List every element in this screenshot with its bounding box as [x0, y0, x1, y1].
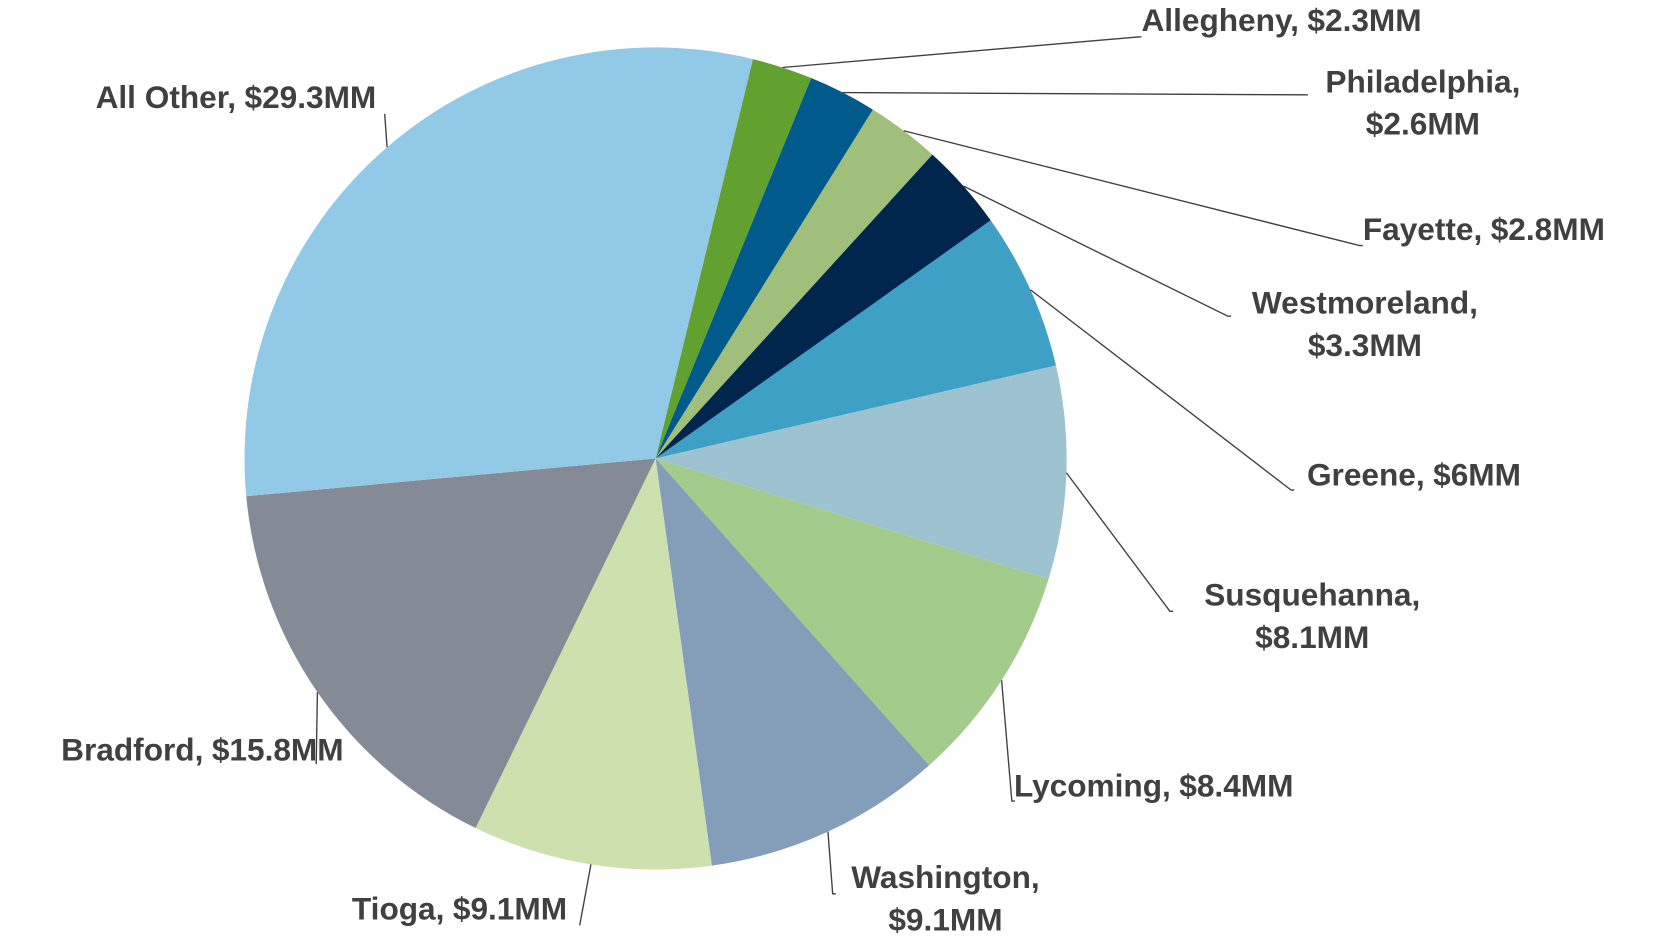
leader-line — [963, 185, 1232, 317]
data-label: All Other, $29.3MM — [96, 79, 377, 115]
pie-slice — [475, 458, 712, 870]
label-category: Philadelphia, — [1325, 64, 1520, 100]
pie-slice — [655, 59, 812, 459]
label-value: $8.1MM — [1255, 619, 1369, 655]
leader-line — [903, 130, 1363, 247]
label-value: $3.3MM — [1308, 327, 1422, 363]
label-value: $29.3MM — [245, 79, 377, 115]
pie-slice — [655, 220, 1056, 459]
label-category: Fayette, — [1363, 211, 1482, 247]
label-value: $2.3MM — [1307, 3, 1421, 39]
data-label: Greene, $6MM — [1307, 457, 1521, 493]
data-label: Philadelphia, $2.6MM — [1325, 64, 1520, 142]
leader-line — [842, 91, 1309, 96]
label-value: $15.8MM — [212, 732, 344, 768]
label-category: Westmoreland, — [1252, 285, 1478, 321]
pie-slice — [246, 458, 656, 829]
data-label: Washington, $9.1MM — [851, 859, 1039, 937]
label-category: Tioga, — [352, 891, 445, 927]
label-category: Washington, — [851, 859, 1039, 895]
pie-slice — [655, 78, 873, 459]
data-label: Lycoming, $8.4MM — [1014, 768, 1294, 804]
label-value: $2.6MM — [1366, 106, 1480, 142]
label-value: $9.1MM — [888, 902, 1002, 938]
label-category: Susquehanna, — [1204, 577, 1420, 613]
label-category: All Other, — [96, 79, 237, 115]
pie-slice — [244, 47, 753, 497]
leader-line — [1065, 472, 1174, 613]
pie-slice — [655, 458, 930, 866]
leader-line — [384, 113, 388, 148]
data-label: Tioga, $9.1MM — [352, 891, 567, 927]
leader-line — [1030, 289, 1295, 491]
leader-line — [827, 831, 836, 895]
pie-plot: Allegheny, $2.3MM Philadelphia, $2.6MM Fayet… — [61, 3, 1605, 938]
pie-slice — [655, 365, 1067, 579]
data-label: Allegheny, $2.3MM — [1141, 3, 1421, 39]
data-label: Bradford, $15.8MM — [61, 732, 343, 768]
leader-line — [579, 864, 592, 926]
pie-slice — [655, 154, 991, 459]
leader-line — [1000, 680, 1016, 802]
leader-line — [315, 692, 319, 765]
data-label: Susquehanna, $8.1MM — [1204, 577, 1420, 655]
label-category: Bradford, — [61, 732, 203, 768]
label-value: $8.4MM — [1179, 768, 1293, 804]
label-value: $6MM — [1433, 457, 1521, 493]
label-value: $2.8MM — [1491, 211, 1605, 247]
data-label: Westmoreland, $3.3MM — [1252, 285, 1478, 363]
pie-slice — [655, 458, 1049, 766]
pie-slice — [655, 109, 933, 459]
data-label: Fayette, $2.8MM — [1363, 211, 1605, 247]
label-category: Lycoming, — [1014, 768, 1171, 804]
label-category: Allegheny, — [1141, 3, 1299, 39]
leader-line — [782, 36, 1142, 69]
label-category: Greene, — [1307, 457, 1425, 493]
label-value: $9.1MM — [453, 891, 567, 927]
